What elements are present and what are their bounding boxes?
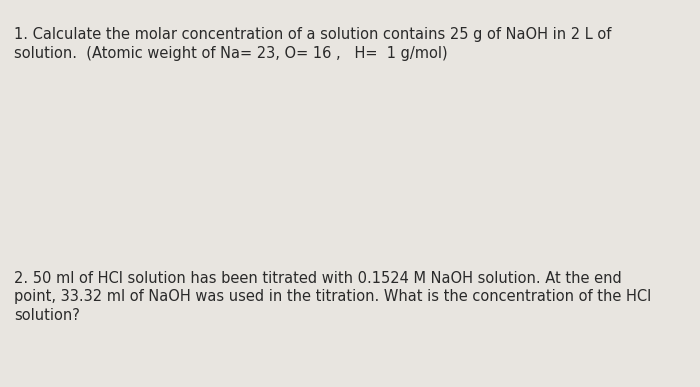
- Text: 1. Calculate the molar concentration of a solution contains 25 g of NaOH in 2 L : 1. Calculate the molar concentration of …: [14, 27, 611, 61]
- Text: 2. 50 ml of HCl solution has been titrated with 0.1524 M NaOH solution. At the e: 2. 50 ml of HCl solution has been titrat…: [14, 271, 651, 323]
